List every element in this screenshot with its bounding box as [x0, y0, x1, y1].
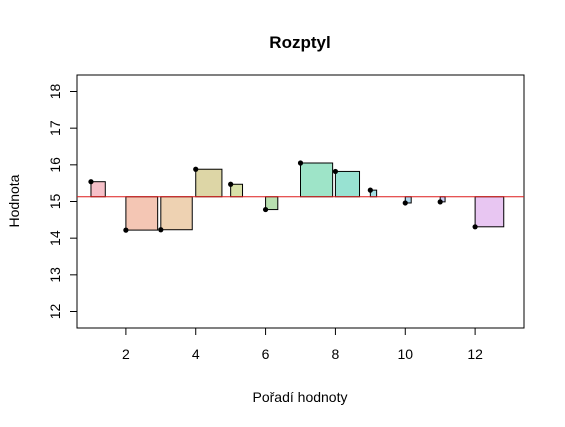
points-layer — [88, 160, 478, 233]
y-tick-label: 16 — [47, 157, 63, 173]
x-axis-label: Pořadí hodnoty — [253, 389, 348, 405]
deviation-square — [160, 196, 193, 231]
chart-title: Rozptyl — [269, 33, 330, 52]
y-tick-label: 12 — [47, 304, 63, 320]
data-point — [158, 227, 164, 233]
x-tick-label: 8 — [332, 346, 340, 362]
x-axis: 2 4 6 8 10 12 — [122, 328, 483, 362]
x-tick-label: 2 — [122, 346, 130, 362]
data-point — [297, 160, 304, 166]
data-point — [437, 199, 443, 205]
deviation-square — [125, 196, 159, 231]
y-tick-label: 14 — [47, 230, 63, 246]
y-tick-label: 17 — [47, 120, 63, 136]
deviation-square — [334, 170, 361, 198]
y-tick-label: 13 — [47, 267, 63, 283]
data-point — [472, 224, 478, 230]
deviation-square — [195, 168, 223, 198]
deviation-square — [300, 162, 334, 198]
data-point — [402, 200, 408, 206]
x-tick-label: 4 — [192, 346, 200, 362]
data-point — [228, 181, 234, 187]
data-point — [123, 227, 129, 233]
x-tick-label: 6 — [262, 346, 270, 362]
x-tick-label: 10 — [397, 346, 413, 362]
y-axis-label: Hodnota — [6, 174, 22, 227]
deviation-square — [474, 196, 505, 228]
deviation-square — [90, 181, 106, 198]
data-point — [367, 187, 373, 193]
data-point — [88, 179, 94, 185]
deviation-square — [265, 196, 279, 211]
data-point — [193, 166, 199, 172]
data-point — [332, 168, 339, 175]
y-tick-label: 15 — [47, 194, 63, 210]
data-point — [262, 206, 269, 213]
y-tick-label: 18 — [47, 84, 63, 100]
y-axis: 12 13 14 15 16 17 18 — [47, 84, 77, 320]
x-tick-label: 12 — [467, 346, 483, 362]
